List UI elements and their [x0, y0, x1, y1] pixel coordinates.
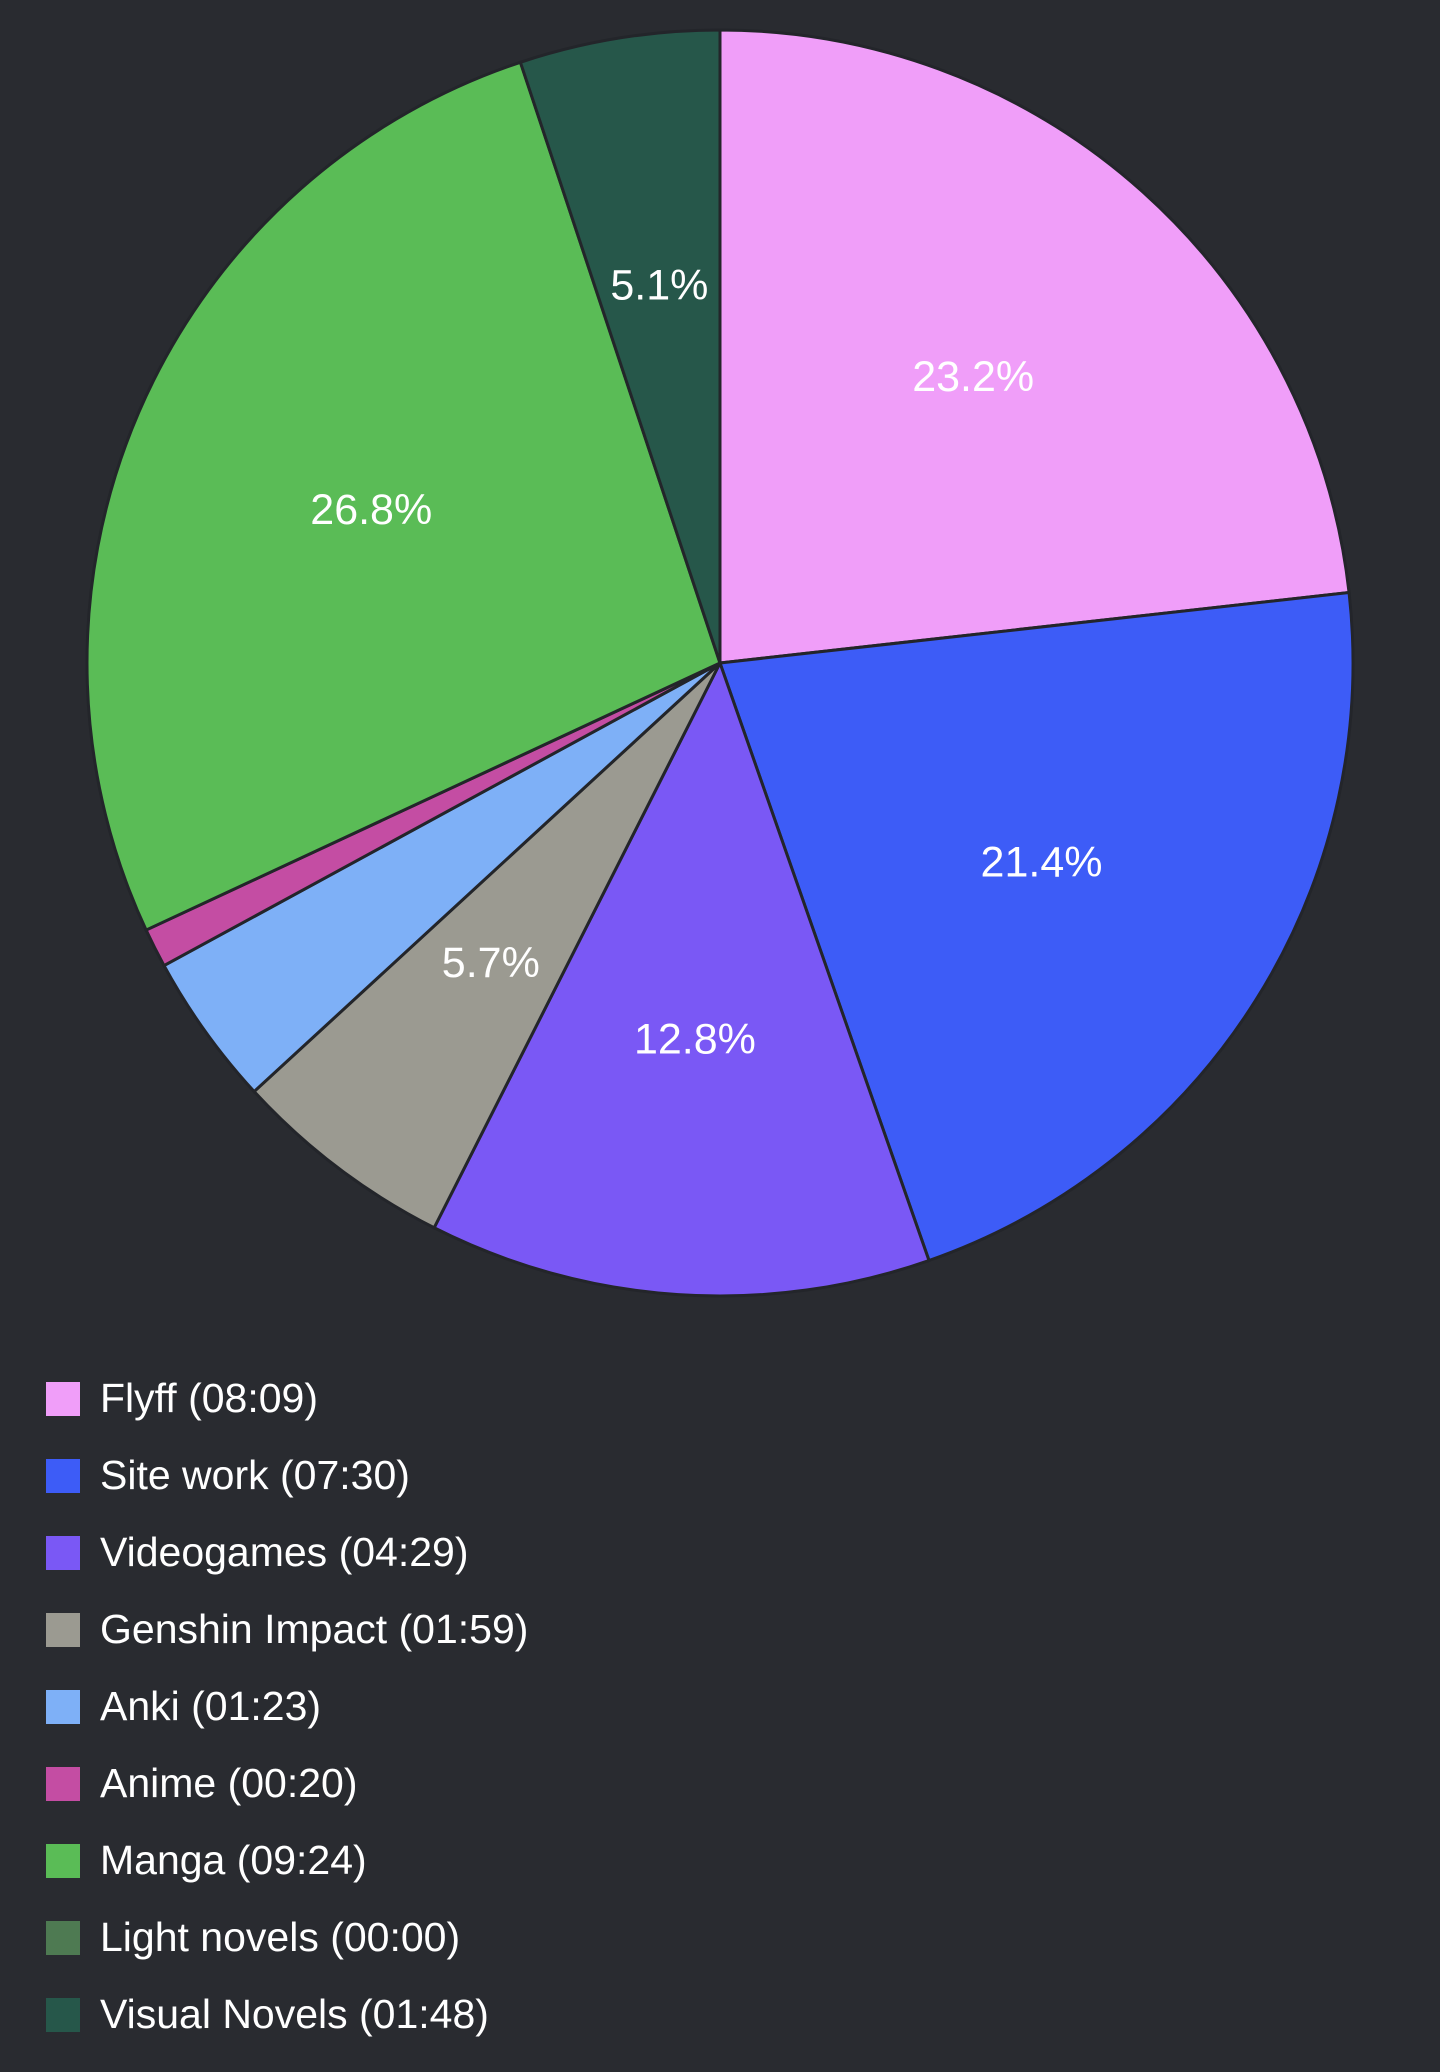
- pie-slice-videogames: [432, 659, 931, 1298]
- legend-label: Visual Novels (01:48): [100, 1991, 489, 2037]
- legend-item[interactable]: Light novels (00:00): [46, 1899, 1346, 1976]
- legend-item[interactable]: Flyff (08:09): [46, 1360, 1346, 1437]
- legend-item[interactable]: Visual Novels (01:48): [46, 1976, 1346, 2053]
- legend-swatch: [46, 1535, 80, 1570]
- legend-label: Videogames (04:29): [100, 1529, 469, 1575]
- legend-item[interactable]: Anki (01:23): [46, 1668, 1346, 1745]
- legend-swatch: [46, 1381, 80, 1416]
- legend: Flyff (08:09) Site work (07:30) Videogames…: [46, 1360, 1346, 2053]
- pie-slice-visual-novels: [518, 28, 722, 664]
- legend-item[interactable]: Genshin Impact (01:59): [46, 1591, 1346, 1668]
- pie-slice-genshin-impact: [252, 661, 722, 1230]
- pie-slice-manga: [85, 60, 722, 933]
- legend-label: Anime (00:20): [100, 1760, 358, 1806]
- legend-swatch: [46, 1997, 80, 2032]
- legend-swatch: [46, 1766, 80, 1801]
- pie-slice-flyff: [718, 28, 1351, 665]
- slice-percent-label: 26.8%: [310, 486, 432, 534]
- legend-label: Genshin Impact (01:59): [100, 1606, 529, 1652]
- legend-item[interactable]: Anime (00:20): [46, 1745, 1346, 1822]
- legend-label: Flyff (08:09): [100, 1375, 318, 1421]
- slice-percent-label: 21.4%: [981, 839, 1103, 887]
- legend-label: Light novels (00:00): [100, 1914, 461, 1960]
- legend-label: Anki (01:23): [100, 1683, 322, 1729]
- legend-item[interactable]: Manga (09:24): [46, 1822, 1346, 1899]
- pie-chart: 23.2% 21.4% 12.8% 5.7% 26.8% 5.1%: [85, 28, 1355, 1298]
- legend-swatch: [46, 1689, 80, 1724]
- legend-swatch: [46, 1843, 80, 1878]
- pie-slice-site-work: [717, 590, 1355, 1263]
- legend-label: Manga (09:24): [100, 1837, 367, 1883]
- legend-swatch: [46, 1920, 80, 1955]
- slice-percent-label: 23.2%: [912, 353, 1034, 401]
- legend-item[interactable]: Site work (07:30): [46, 1437, 1346, 1514]
- slice-percent-label: 5.1%: [610, 261, 708, 309]
- legend-label: Site work (07:30): [100, 1452, 410, 1498]
- slice-percent-label: 5.7%: [442, 939, 540, 987]
- legend-swatch: [46, 1458, 80, 1493]
- slice-percent-label: 12.8%: [634, 1015, 756, 1063]
- legend-swatch: [46, 1612, 80, 1647]
- legend-item[interactable]: Videogames (04:29): [46, 1514, 1346, 1591]
